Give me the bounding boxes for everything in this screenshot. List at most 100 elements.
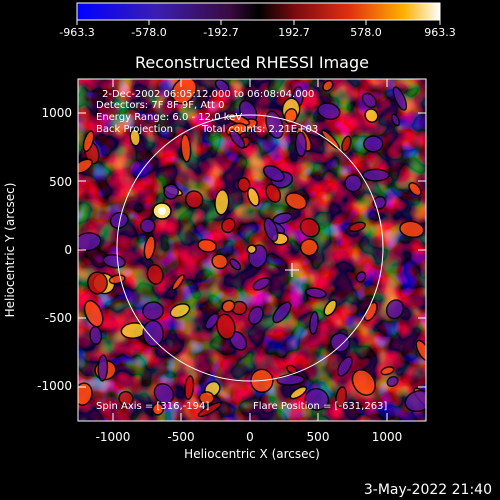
emission-blob [272,301,292,324]
colorbar: -963.3 -578.0 -192.7 192.7 578.0 963.3 [59,2,456,39]
emission-blob [399,220,425,239]
plot-title: Reconstructed RHESSI Image [135,53,369,72]
emission-blob [364,108,379,123]
emission-blob [344,174,363,193]
y-tick-label: 0 [64,243,72,257]
emission-blob [323,299,338,317]
emission-blob [262,165,285,183]
emission-blob [143,235,156,261]
info-detectors: Detectors: 7F 8F 9F, Att 0 [96,100,224,111]
emission-blob [146,264,164,285]
emission-blob [151,402,165,416]
emission-blob [221,217,236,234]
emission-blob [129,128,141,147]
x-tick-label: 1000 [372,430,403,444]
emission-blob [263,217,279,242]
emission-blob [118,390,134,407]
axis-ticks [78,79,426,421]
emission-blob [335,386,347,408]
y-tick-label: -1000 [37,379,72,393]
emission-blob [252,277,271,291]
x-axis: -1000 -500 0 500 1000 Heliocentric X (ar… [96,430,403,461]
info-total-counts: Total counts: 2.21E+03 [201,124,318,135]
y-axis-label: Heliocentric Y (arcsec) [3,183,17,318]
emission-blob [169,303,191,319]
emission-blob [363,135,384,153]
solar-image [78,79,426,421]
emission-blob [309,311,319,335]
emission-blob [229,258,242,271]
info-block: 2-Dec-2002 06:05:12.000 to 06:08:04.000 … [96,89,318,135]
emission-blob [102,254,126,269]
emission-blob [87,271,108,295]
emission-blob [390,113,401,127]
emission-blob [82,130,95,153]
emission-blob [285,192,308,211]
image-contours [78,79,426,418]
emission-blob [294,131,307,157]
colorbar-gradient [76,2,441,21]
spin-axis-label: Spin Axis = [316,-194] [96,401,209,412]
emission-blob [361,168,390,182]
emission-blob [304,387,330,411]
spin-axis-marker [285,263,299,277]
emission-blob [392,86,408,111]
y-tick-label: 1000 [41,106,72,120]
emission-blob [329,332,351,353]
emission-blob [153,383,175,405]
emission-blob [97,354,109,382]
emission-blob [415,339,426,362]
emission-blob [283,108,298,125]
emission-blob [341,135,352,153]
emission-blob [211,253,229,270]
emission-blob [216,313,236,340]
emission-blob [214,79,230,93]
emission-blob [78,382,93,406]
emission-blob [322,79,334,92]
x-axis-label: Heliocentric X (arcsec) [184,447,320,461]
emission-blob [197,401,223,418]
emission-blob [363,301,378,322]
emission-blob [229,129,246,149]
emission-blob [299,238,319,257]
emission-blob [198,391,215,405]
emission-blob [289,386,308,400]
emission-blob [171,79,198,105]
emission-blob [204,312,220,330]
colorbar-tick-label: 192.7 [278,26,310,39]
emission-blob [247,305,264,326]
x-tick-label: 500 [307,430,330,444]
emission-blob [78,158,93,174]
emission-blob [139,218,156,234]
emission-blob [78,232,102,252]
solar-limb-circle [116,114,384,382]
y-axis: 1000 500 0 -500 -1000 Heliocentric Y (ar… [3,106,72,393]
emission-blob [348,221,366,233]
x-tick-label: -1000 [96,430,131,444]
emission-blob [385,299,405,320]
emission-blob [355,271,367,283]
emission-blob [386,375,399,388]
emission-blob [380,366,395,376]
emission-blob [299,217,320,238]
timestamp: 3-May-2022 21:40 [364,482,492,498]
emission-blob [237,177,251,193]
emission-blob [142,319,164,348]
emission-blob [336,356,353,377]
info-method: Back Projection [96,124,173,135]
flare-position-label: Flare Position = [-631,263] [253,401,387,412]
emission-blob [246,244,257,255]
emission-blob [109,211,129,229]
emission-blob [180,133,192,163]
emission-blob [89,325,103,345]
emission-blob [184,375,195,401]
emission-blob [171,274,185,291]
emission-blob [351,369,376,396]
emission-blob [142,301,165,321]
emission-blob [317,102,341,121]
colorbar-tick-label: -578.0 [131,26,166,39]
colorbar-tick-label: -192.7 [203,26,238,39]
emission-blob [265,183,282,203]
emission-blob [408,182,422,197]
